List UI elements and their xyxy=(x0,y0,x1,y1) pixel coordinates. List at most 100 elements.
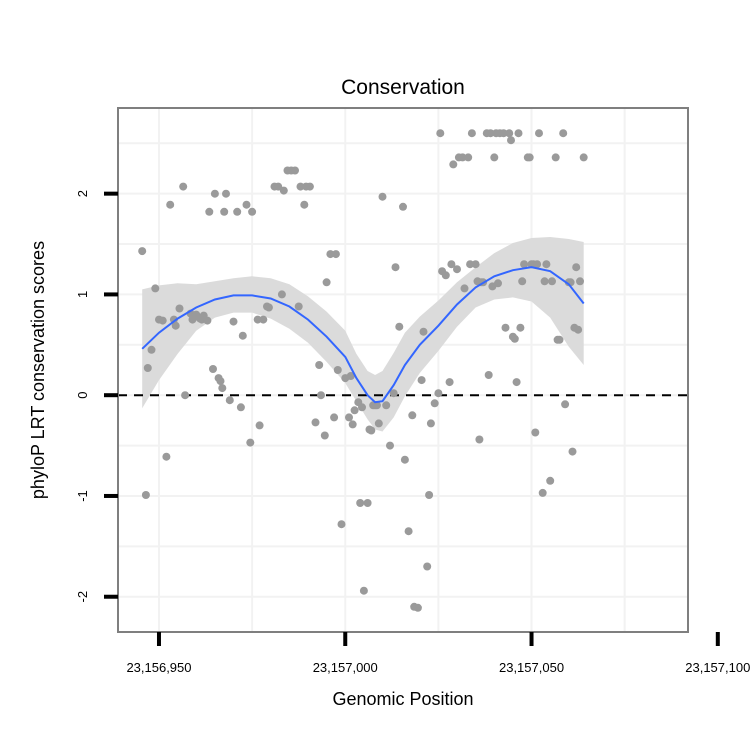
x-tick-label: 23,156,950 xyxy=(126,660,191,675)
data-point xyxy=(246,438,255,447)
data-point xyxy=(561,400,570,409)
data-point xyxy=(576,277,584,286)
data-point xyxy=(484,371,493,379)
data-point xyxy=(525,153,534,162)
data-point xyxy=(423,562,432,571)
data-point xyxy=(320,431,329,440)
data-point xyxy=(453,265,461,274)
data-point xyxy=(475,435,484,444)
data-point xyxy=(434,389,443,398)
data-points xyxy=(138,129,588,612)
data-point xyxy=(162,452,171,461)
data-point xyxy=(568,447,577,456)
smooth-line xyxy=(141,266,585,404)
x-axis-title: Genomic Position xyxy=(332,689,473,709)
data-point xyxy=(291,166,299,175)
y-tick-label: 1 xyxy=(75,291,90,298)
data-point xyxy=(242,200,251,209)
data-point xyxy=(510,334,519,343)
data-point xyxy=(426,419,435,428)
data-point xyxy=(333,366,342,374)
data-point xyxy=(486,129,495,138)
data-point xyxy=(391,263,400,272)
data-point xyxy=(277,290,286,299)
data-point xyxy=(171,321,180,330)
data-point xyxy=(466,260,475,269)
data-point xyxy=(330,413,339,422)
data-point xyxy=(441,271,450,280)
data-point xyxy=(358,403,366,412)
data-point xyxy=(538,488,547,497)
data-point xyxy=(447,260,456,269)
data-point xyxy=(572,263,581,272)
data-point xyxy=(363,499,372,507)
data-point xyxy=(345,413,353,422)
data-point xyxy=(311,418,320,427)
data-point xyxy=(175,304,184,313)
loess-line xyxy=(141,266,585,404)
data-point xyxy=(518,277,527,286)
data-point xyxy=(531,428,540,437)
data-point xyxy=(348,420,357,429)
data-point xyxy=(499,129,508,138)
y-tick-label: 0 xyxy=(75,392,90,399)
data-point xyxy=(346,372,355,380)
data-point xyxy=(574,325,583,334)
data-point xyxy=(356,499,365,507)
data-point xyxy=(579,153,588,162)
data-point xyxy=(210,189,219,198)
data-point xyxy=(326,250,335,259)
data-point xyxy=(542,260,551,269)
data-point xyxy=(209,365,217,373)
x-tick-label: 23,157,050 xyxy=(499,660,564,675)
data-point xyxy=(404,527,413,536)
data-point xyxy=(317,391,325,400)
data-point xyxy=(143,364,152,372)
data-point xyxy=(464,153,473,162)
data-point xyxy=(138,247,147,256)
data-point xyxy=(507,136,515,145)
data-point xyxy=(512,378,521,387)
data-point xyxy=(399,202,407,211)
data-point xyxy=(322,278,331,287)
data-point xyxy=(147,345,156,354)
data-point xyxy=(382,401,391,410)
x-tick-label: 23,157,100 xyxy=(685,660,750,675)
x-tick-label: 23,157,000 xyxy=(313,660,378,675)
data-point xyxy=(279,186,288,195)
data-point xyxy=(179,182,188,191)
data-point xyxy=(458,153,467,162)
y-axis: -2 -1 0 1 2 xyxy=(75,190,118,602)
data-point xyxy=(378,192,387,201)
data-point xyxy=(305,182,314,191)
data-point xyxy=(540,277,549,286)
data-point xyxy=(413,603,422,612)
data-point xyxy=(205,207,214,216)
panel-border xyxy=(117,107,689,633)
data-point xyxy=(203,316,212,325)
data-point xyxy=(514,129,523,138)
data-point xyxy=(229,317,238,326)
data-point xyxy=(264,303,273,312)
y-tick-label: -2 xyxy=(75,591,90,603)
data-point xyxy=(548,277,556,286)
data-point xyxy=(236,403,245,412)
data-point xyxy=(372,401,381,410)
data-point xyxy=(389,389,398,398)
y-axis-title: phyloP LRT conservation scores xyxy=(28,241,48,499)
y-tick-label: 2 xyxy=(75,190,90,197)
chart-title: Conservation xyxy=(341,76,465,99)
data-point xyxy=(520,260,529,269)
data-point xyxy=(490,153,499,162)
data-point xyxy=(255,421,264,430)
data-point xyxy=(216,377,225,386)
data-point xyxy=(248,207,257,216)
data-point xyxy=(222,189,230,198)
data-point xyxy=(181,391,190,400)
data-point xyxy=(425,491,434,499)
data-point xyxy=(408,411,417,420)
data-point xyxy=(494,279,502,288)
data-point xyxy=(386,441,394,450)
data-point xyxy=(296,182,305,191)
